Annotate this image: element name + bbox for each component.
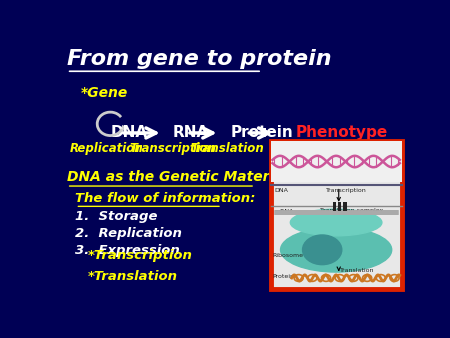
Text: From gene to protein: From gene to protein bbox=[67, 49, 331, 69]
Text: Ribosome: Ribosome bbox=[273, 252, 303, 258]
Ellipse shape bbox=[290, 209, 382, 236]
Text: 1.  Storage: 1. Storage bbox=[76, 210, 158, 223]
Text: RNA: RNA bbox=[173, 125, 209, 141]
Text: Translation: Translation bbox=[190, 142, 264, 155]
Text: 2.  Replication: 2. Replication bbox=[76, 227, 182, 240]
Ellipse shape bbox=[302, 235, 342, 265]
Text: mRNA: mRNA bbox=[274, 209, 293, 214]
Text: *Translation: *Translation bbox=[88, 270, 178, 283]
Text: Replication: Replication bbox=[70, 142, 144, 155]
FancyBboxPatch shape bbox=[271, 141, 401, 182]
Text: 3.  Expression: 3. Expression bbox=[76, 244, 180, 257]
Text: *Transcription: *Transcription bbox=[88, 249, 193, 262]
Text: Phenotype: Phenotype bbox=[295, 125, 387, 141]
Text: The flow of information:: The flow of information: bbox=[76, 192, 256, 204]
Text: DNA: DNA bbox=[274, 188, 288, 193]
Text: DNA as the Genetic Material: DNA as the Genetic Material bbox=[67, 170, 288, 184]
FancyBboxPatch shape bbox=[343, 202, 346, 211]
FancyBboxPatch shape bbox=[338, 202, 342, 211]
Text: Protein: Protein bbox=[273, 274, 294, 279]
Text: Protein: Protein bbox=[230, 125, 293, 141]
Text: Translation complex: Translation complex bbox=[320, 208, 384, 213]
Text: *Gene: *Gene bbox=[81, 86, 128, 100]
FancyBboxPatch shape bbox=[271, 141, 401, 289]
Text: Transcription: Transcription bbox=[130, 142, 216, 155]
FancyBboxPatch shape bbox=[333, 202, 336, 211]
Text: DNA: DNA bbox=[110, 125, 148, 141]
Text: Transcription: Transcription bbox=[326, 188, 366, 193]
Text: Translation: Translation bbox=[341, 268, 375, 273]
Ellipse shape bbox=[280, 227, 392, 272]
